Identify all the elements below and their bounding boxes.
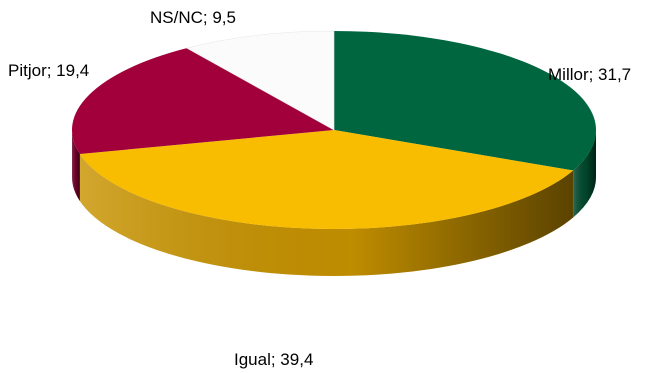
pie-slice-nsnc <box>185 30 335 131</box>
slice-label-nsnc: NS/NC; 9,5 <box>150 8 236 27</box>
pie-side-igual-shading <box>79 154 574 277</box>
pie-slice-millor <box>334 31 596 171</box>
pie-slice-igual <box>79 130 574 229</box>
pie-slice-pitjor <box>72 48 334 155</box>
pie-side-pitjor-shading <box>72 130 80 202</box>
slice-label-pitjor: Pitjor; 19,4 <box>8 61 89 80</box>
slice-label-igual: Igual; 39,4 <box>234 350 313 369</box>
slice-label-millor: Millor; 31,7 <box>548 65 631 84</box>
pie-sides <box>72 130 596 277</box>
pie-side-millor-shading <box>573 130 596 218</box>
pie-labels: Millor; 31,7 Igual; 39,4 Pitjor; 19,4 NS… <box>8 8 631 369</box>
pie-tops <box>72 30 596 229</box>
